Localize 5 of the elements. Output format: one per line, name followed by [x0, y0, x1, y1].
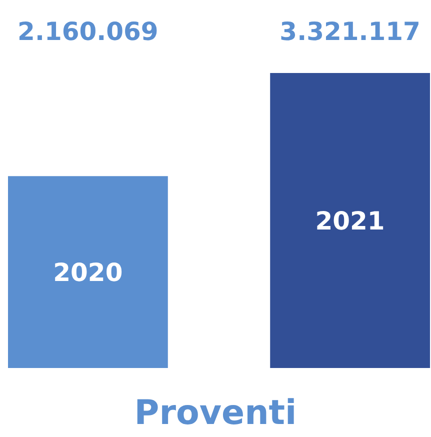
text: Proventi	[134, 393, 297, 433]
data-label: 2.160.069	[18, 17, 158, 46]
data-label: 3.321.117	[280, 17, 420, 46]
x-tick-label: 2020	[53, 258, 123, 288]
x-tick-label: 2021	[315, 206, 385, 236]
